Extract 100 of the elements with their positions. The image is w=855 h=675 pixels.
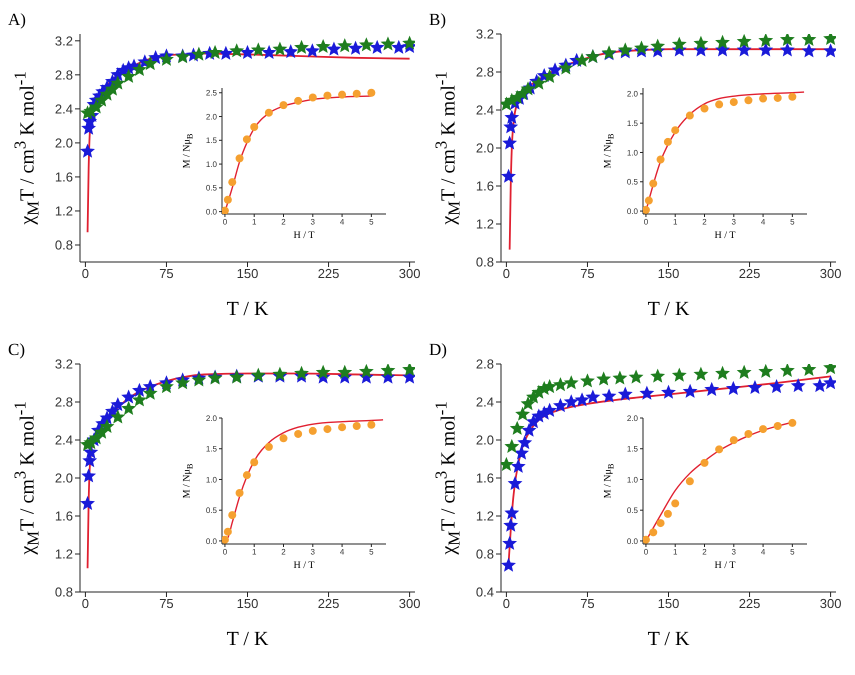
- x-axis-title: H / T: [294, 560, 314, 571]
- x-tick-label: 5: [790, 548, 796, 557]
- x-tick-label: 150: [236, 596, 258, 612]
- y-tick-label: 2.0: [626, 414, 639, 423]
- y-tick-label: 2.0: [206, 112, 218, 122]
- x-tick-label: 0: [82, 596, 90, 612]
- y-tick-label: 2.4: [54, 432, 73, 448]
- y-tick-label: 2.0: [476, 432, 494, 448]
- x-tick-label: 3: [310, 548, 316, 557]
- y-tick-label: 2.4: [54, 101, 73, 116]
- y-tick-label: 0.8: [476, 546, 494, 562]
- chart-title: B): [429, 10, 446, 30]
- y-tick-label: 0.0: [626, 206, 639, 216]
- y-tick-label: 1.0: [626, 148, 639, 158]
- x-tick-label: 2: [702, 548, 708, 557]
- x-tick-label: 4: [760, 548, 766, 557]
- y-tick-label: 1.5: [206, 136, 218, 146]
- y-tick-label: 1.2: [54, 546, 73, 562]
- y-tick-label: 1.6: [476, 178, 494, 194]
- y-tick-label: 1.6: [476, 470, 494, 486]
- y-tick-label: 2.0: [54, 470, 73, 486]
- x-tick-label: 2: [281, 218, 286, 227]
- x-tick-label: 4: [760, 218, 766, 227]
- x-axis-title: T / K: [226, 628, 268, 651]
- x-tick-label: 1: [672, 548, 678, 557]
- y-tick-label: 1.2: [476, 216, 494, 232]
- y-tick-label: 0.8: [476, 254, 494, 270]
- y-tick-label: 3.2: [476, 26, 494, 42]
- y-tick-label: 2.4: [476, 394, 494, 410]
- y-tick-label: 0.5: [626, 506, 639, 516]
- y-tick-label: 3.2: [54, 356, 73, 372]
- x-tick-label: 300: [820, 596, 842, 612]
- y-tick-label: 1.5: [626, 444, 639, 454]
- y-tick-label: 2.0: [206, 414, 218, 423]
- x-tick-label: 2: [281, 548, 286, 557]
- y-tick-label: 0.0: [206, 207, 218, 216]
- x-axis-title: H / T: [714, 560, 736, 571]
- x-tick-label: 75: [580, 596, 595, 612]
- x-tick-label: 2: [702, 218, 708, 227]
- x-tick-label: 225: [318, 266, 340, 282]
- x-tick-label: 300: [820, 266, 842, 282]
- y-tick-label: 2.8: [54, 394, 73, 410]
- y-tick-label: 2.8: [54, 67, 73, 82]
- x-tick-label: 150: [236, 266, 258, 282]
- chart-title: A): [8, 10, 26, 30]
- x-tick-label: 4: [340, 548, 345, 557]
- x-tick-label: 1: [672, 218, 678, 227]
- x-tick-label: 225: [738, 596, 760, 612]
- x-tick-label: 0: [222, 218, 228, 227]
- x-tick-label: 3: [732, 548, 737, 557]
- x-tick-label: 0: [644, 548, 649, 557]
- y-tick-label: 0.5: [206, 506, 218, 516]
- x-tick-label: 150: [658, 596, 680, 612]
- x-tick-label: 1: [252, 548, 257, 557]
- y-tick-label: 1.0: [206, 475, 218, 484]
- x-tick-label: 150: [658, 266, 680, 282]
- y-tick-label: 2.8: [476, 64, 494, 80]
- x-tick-label: 3: [310, 218, 316, 227]
- x-tick-label: 5: [369, 218, 374, 227]
- x-tick-label: 225: [318, 596, 340, 612]
- y-tick-label: 3.2: [54, 33, 73, 48]
- chart-title: C): [8, 340, 25, 360]
- y-tick-label: 1.0: [206, 160, 218, 169]
- y-tick-label: 0.8: [54, 238, 73, 253]
- y-tick-label: 0.0: [206, 536, 218, 546]
- y-tick-label: 0.0: [626, 536, 639, 546]
- x-axis-title: T / K: [648, 298, 690, 321]
- x-axis-title: T / K: [648, 628, 690, 651]
- x-tick-label: 0: [502, 596, 510, 612]
- y-tick-label: 2.5: [206, 88, 218, 98]
- y-tick-label: 1.6: [54, 170, 73, 185]
- y-tick-label: 2.8: [476, 356, 494, 372]
- y-tick-label: 0.5: [206, 184, 218, 193]
- x-tick-label: 75: [580, 266, 595, 282]
- x-tick-label: 225: [738, 266, 760, 282]
- x-tick-label: 4: [340, 218, 345, 227]
- y-tick-label: 0.8: [54, 584, 73, 600]
- y-tick-label: 2.4: [476, 102, 494, 118]
- y-tick-label: 1.0: [626, 475, 639, 484]
- x-axis-title: H / T: [714, 230, 736, 241]
- x-tick-label: 5: [369, 548, 374, 557]
- y-tick-label: 2.0: [54, 136, 73, 151]
- x-tick-label: 75: [159, 596, 174, 612]
- x-axis-title: T / K: [226, 298, 268, 321]
- x-tick-label: 1: [252, 218, 257, 227]
- x-tick-label: 3: [732, 218, 737, 227]
- x-tick-label: 0: [82, 266, 90, 282]
- y-tick-label: 2.0: [626, 90, 639, 99]
- y-tick-label: 1.6: [54, 508, 73, 524]
- x-tick-label: 300: [398, 596, 420, 612]
- y-tick-label: 1.5: [626, 119, 639, 128]
- y-tick-label: 1.2: [476, 508, 494, 524]
- x-tick-label: 0: [222, 548, 228, 557]
- y-tick-label: 1.5: [206, 444, 218, 454]
- x-tick-label: 300: [398, 266, 420, 282]
- x-tick-label: 75: [159, 266, 174, 282]
- y-tick-label: 1.2: [54, 204, 73, 219]
- x-tick-label: 0: [644, 218, 649, 227]
- x-tick-label: 5: [790, 218, 796, 227]
- x-tick-label: 0: [502, 266, 510, 282]
